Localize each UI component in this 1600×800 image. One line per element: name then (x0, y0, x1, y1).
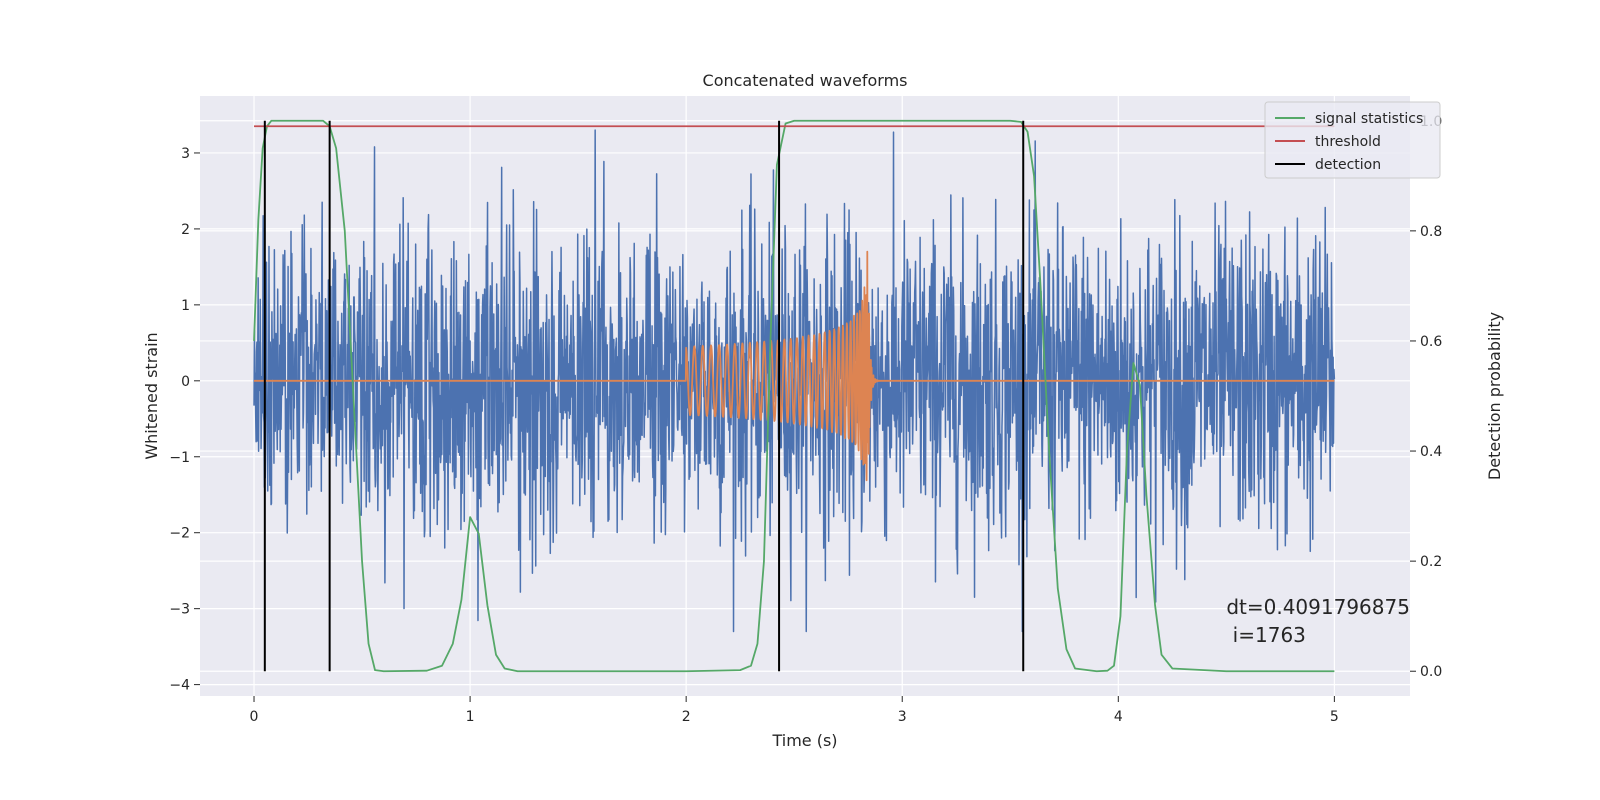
legend: signal statistics threshold detection (1264, 101, 1441, 179)
y2-axis-label: Detection probability (1485, 312, 1504, 480)
x-tick-label: 5 (1330, 709, 1339, 725)
y2-tick-label: 0.2 (1420, 554, 1442, 570)
legend-label: threshold (1315, 134, 1381, 150)
series-chirp (253, 250, 1335, 482)
y-tick-label: −2 (169, 526, 190, 542)
y2-tick-label: 0.6 (1420, 334, 1442, 350)
series-signal-statistics (253, 119, 1335, 673)
y-tick-label: −1 (169, 450, 190, 466)
legend-label: detection (1315, 157, 1381, 173)
y-axis-label: Whitened strain (142, 332, 161, 459)
annotation-i: i=1763 (1226, 623, 1306, 647)
y2-tick-label: 0.8 (1420, 224, 1442, 240)
x-axis-label: Time (s) (771, 731, 837, 750)
legend-frame (1264, 101, 1441, 179)
y-axis: −4 −3 −2 −1 0 1 2 3 (169, 146, 200, 694)
x-tick-label: 4 (1114, 709, 1123, 725)
y-tick-label: 3 (181, 146, 190, 162)
y-tick-label: 2 (181, 222, 190, 238)
annotation-dt: dt=0.4091796875 (1226, 595, 1410, 619)
y2-tick-label: 0.0 (1420, 664, 1442, 680)
x-tick-label: 2 (682, 709, 691, 725)
y2-tick-label: 0.4 (1420, 444, 1442, 460)
y-tick-label: 1 (181, 298, 190, 314)
y2-axis: 0.00.20.40.60.81.0 (1410, 114, 1442, 680)
x-tick-label: 1 (466, 709, 475, 725)
x-tick-label: 3 (898, 709, 907, 725)
legend-label: signal statistics (1315, 111, 1423, 127)
y-tick-label: −4 (169, 678, 190, 694)
y-tick-label: 0 (181, 374, 190, 390)
y-tick-label: −3 (169, 602, 190, 618)
x-axis: 0 1 2 3 4 5 (250, 696, 1339, 725)
series-layer (253, 119, 1336, 673)
x-tick-label: 0 (250, 709, 259, 725)
chart-title: Concatenated waveforms (703, 71, 908, 90)
series-noise (253, 129, 1336, 633)
